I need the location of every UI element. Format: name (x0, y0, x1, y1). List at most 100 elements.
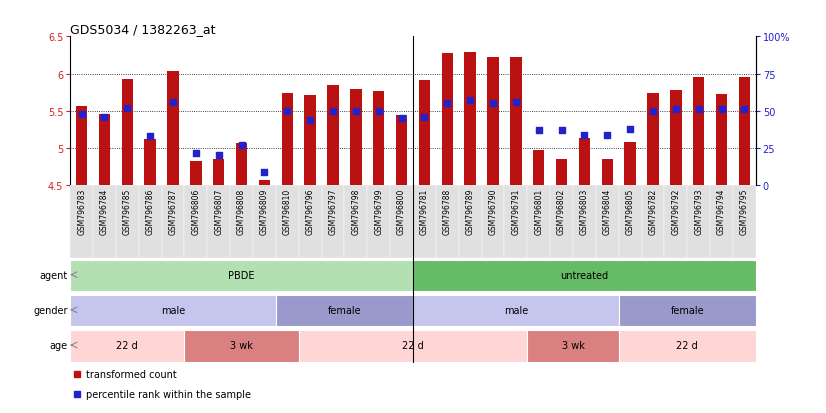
Text: female: female (671, 305, 704, 315)
Bar (70, 330, 184, 362)
Text: GSM796807: GSM796807 (214, 188, 223, 234)
Bar (184, 330, 299, 362)
Text: GSM796791: GSM796791 (511, 188, 520, 234)
Text: GSM796788: GSM796788 (443, 188, 452, 234)
Text: PBDE: PBDE (228, 270, 255, 280)
Bar (601, 160, 613, 186)
Point (624, 126, 637, 133)
Bar (207, 186, 230, 258)
Point (144, 133, 157, 140)
Point (98, 114, 112, 121)
Point (189, 150, 202, 157)
Bar (624, 143, 636, 186)
Bar (145, 140, 156, 186)
Point (738, 107, 751, 113)
Bar (413, 260, 756, 292)
Point (258, 169, 271, 176)
Bar (344, 186, 368, 258)
Point (349, 108, 363, 115)
Bar (413, 295, 619, 327)
Text: agent: agent (40, 270, 68, 280)
Bar (648, 94, 658, 186)
Text: GSM796784: GSM796784 (100, 188, 109, 234)
Bar (190, 162, 202, 186)
Bar (436, 186, 458, 258)
Bar (76, 106, 88, 186)
Bar (419, 81, 430, 186)
Point (509, 99, 523, 106)
Text: 22 d: 22 d (676, 340, 698, 350)
Point (463, 98, 477, 104)
Text: GSM796795: GSM796795 (740, 188, 749, 235)
Text: 3 wk: 3 wk (562, 340, 585, 350)
Text: 3 wk: 3 wk (230, 340, 253, 350)
Bar (236, 143, 247, 186)
Point (373, 108, 386, 115)
Point (715, 107, 729, 113)
Bar (168, 71, 178, 186)
Point (75, 111, 88, 118)
Text: GSM796803: GSM796803 (580, 188, 589, 234)
Bar (573, 186, 596, 258)
Bar (716, 95, 727, 186)
Bar (619, 295, 756, 327)
Bar (527, 330, 619, 362)
Text: GSM796794: GSM796794 (717, 188, 726, 235)
Bar (664, 186, 687, 258)
Text: male: male (504, 305, 528, 315)
Point (212, 153, 225, 159)
Text: GSM796792: GSM796792 (672, 188, 681, 234)
Point (441, 101, 454, 107)
Bar (327, 86, 339, 186)
Text: age: age (50, 340, 68, 350)
Point (692, 107, 705, 113)
Bar (70, 295, 276, 327)
Point (418, 114, 431, 121)
Bar (458, 186, 482, 258)
Text: GSM796806: GSM796806 (192, 188, 201, 234)
Bar (276, 186, 299, 258)
Text: GSM796798: GSM796798 (351, 188, 360, 234)
Point (235, 142, 249, 149)
Text: GSM796802: GSM796802 (557, 188, 566, 234)
Bar (413, 186, 436, 258)
Bar (510, 58, 521, 186)
Point (281, 108, 294, 115)
Point (395, 116, 408, 122)
Text: GSM796793: GSM796793 (694, 188, 703, 235)
Bar (396, 115, 407, 186)
Text: transformed count: transformed count (86, 369, 177, 379)
Bar (464, 53, 476, 186)
Bar (579, 139, 590, 186)
Bar (276, 295, 413, 327)
Text: percentile rank within the sample: percentile rank within the sample (86, 389, 251, 399)
Text: GSM796801: GSM796801 (534, 188, 544, 234)
Text: GSM796808: GSM796808 (237, 188, 246, 234)
Bar (670, 91, 681, 186)
Bar (738, 78, 750, 186)
Bar (184, 186, 207, 258)
Text: GSM796787: GSM796787 (169, 188, 178, 234)
Point (487, 101, 500, 107)
Bar (139, 186, 162, 258)
Text: GSM796790: GSM796790 (488, 188, 497, 235)
Bar (642, 186, 664, 258)
Bar (299, 186, 321, 258)
Point (532, 128, 545, 134)
Bar (373, 91, 384, 186)
Bar (733, 186, 756, 258)
Bar (321, 186, 344, 258)
Text: GSM796810: GSM796810 (282, 188, 292, 234)
Bar (70, 186, 93, 258)
Bar (619, 186, 642, 258)
Text: GSM796805: GSM796805 (625, 188, 634, 234)
Text: male: male (161, 305, 185, 315)
Point (326, 108, 339, 115)
Point (304, 117, 317, 124)
Bar (368, 186, 390, 258)
Bar (533, 151, 544, 186)
Bar (230, 186, 253, 258)
Bar (527, 186, 550, 258)
Text: GSM796783: GSM796783 (77, 188, 86, 234)
Text: GSM796800: GSM796800 (397, 188, 406, 234)
